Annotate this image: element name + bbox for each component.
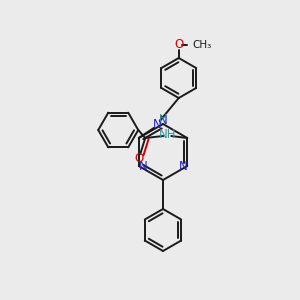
Text: H: H xyxy=(159,114,167,124)
Text: N: N xyxy=(138,160,147,173)
Text: NH: NH xyxy=(158,128,176,140)
Text: N: N xyxy=(152,118,161,131)
Text: CH₃: CH₃ xyxy=(193,40,212,50)
Text: N: N xyxy=(159,113,167,127)
Text: N: N xyxy=(179,160,188,173)
Text: O: O xyxy=(174,38,183,52)
Text: O: O xyxy=(135,152,144,166)
